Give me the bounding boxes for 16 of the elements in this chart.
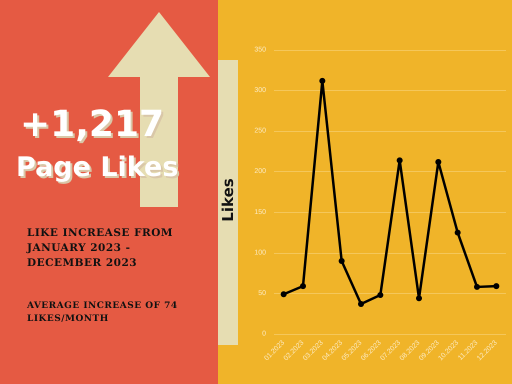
text: AVERAGE INCREASE OF 74 LIKES/MONTH: [27, 300, 179, 326]
point: [377, 292, 384, 298]
point: [300, 283, 306, 290]
y-axis-title: Likes: [219, 178, 237, 222]
point: [474, 284, 480, 290]
point: [416, 295, 422, 302]
point: [454, 230, 461, 236]
point: [435, 158, 442, 165]
point: [319, 78, 326, 84]
text: Page Likes: [16, 152, 178, 183]
point: [396, 157, 403, 164]
point: [358, 300, 364, 307]
point: [493, 283, 500, 290]
point: [280, 291, 287, 298]
point: [338, 258, 345, 264]
text: LIKE INCREASE FROM JANUARY 2023 - DECEMBER 2023: [27, 226, 174, 271]
